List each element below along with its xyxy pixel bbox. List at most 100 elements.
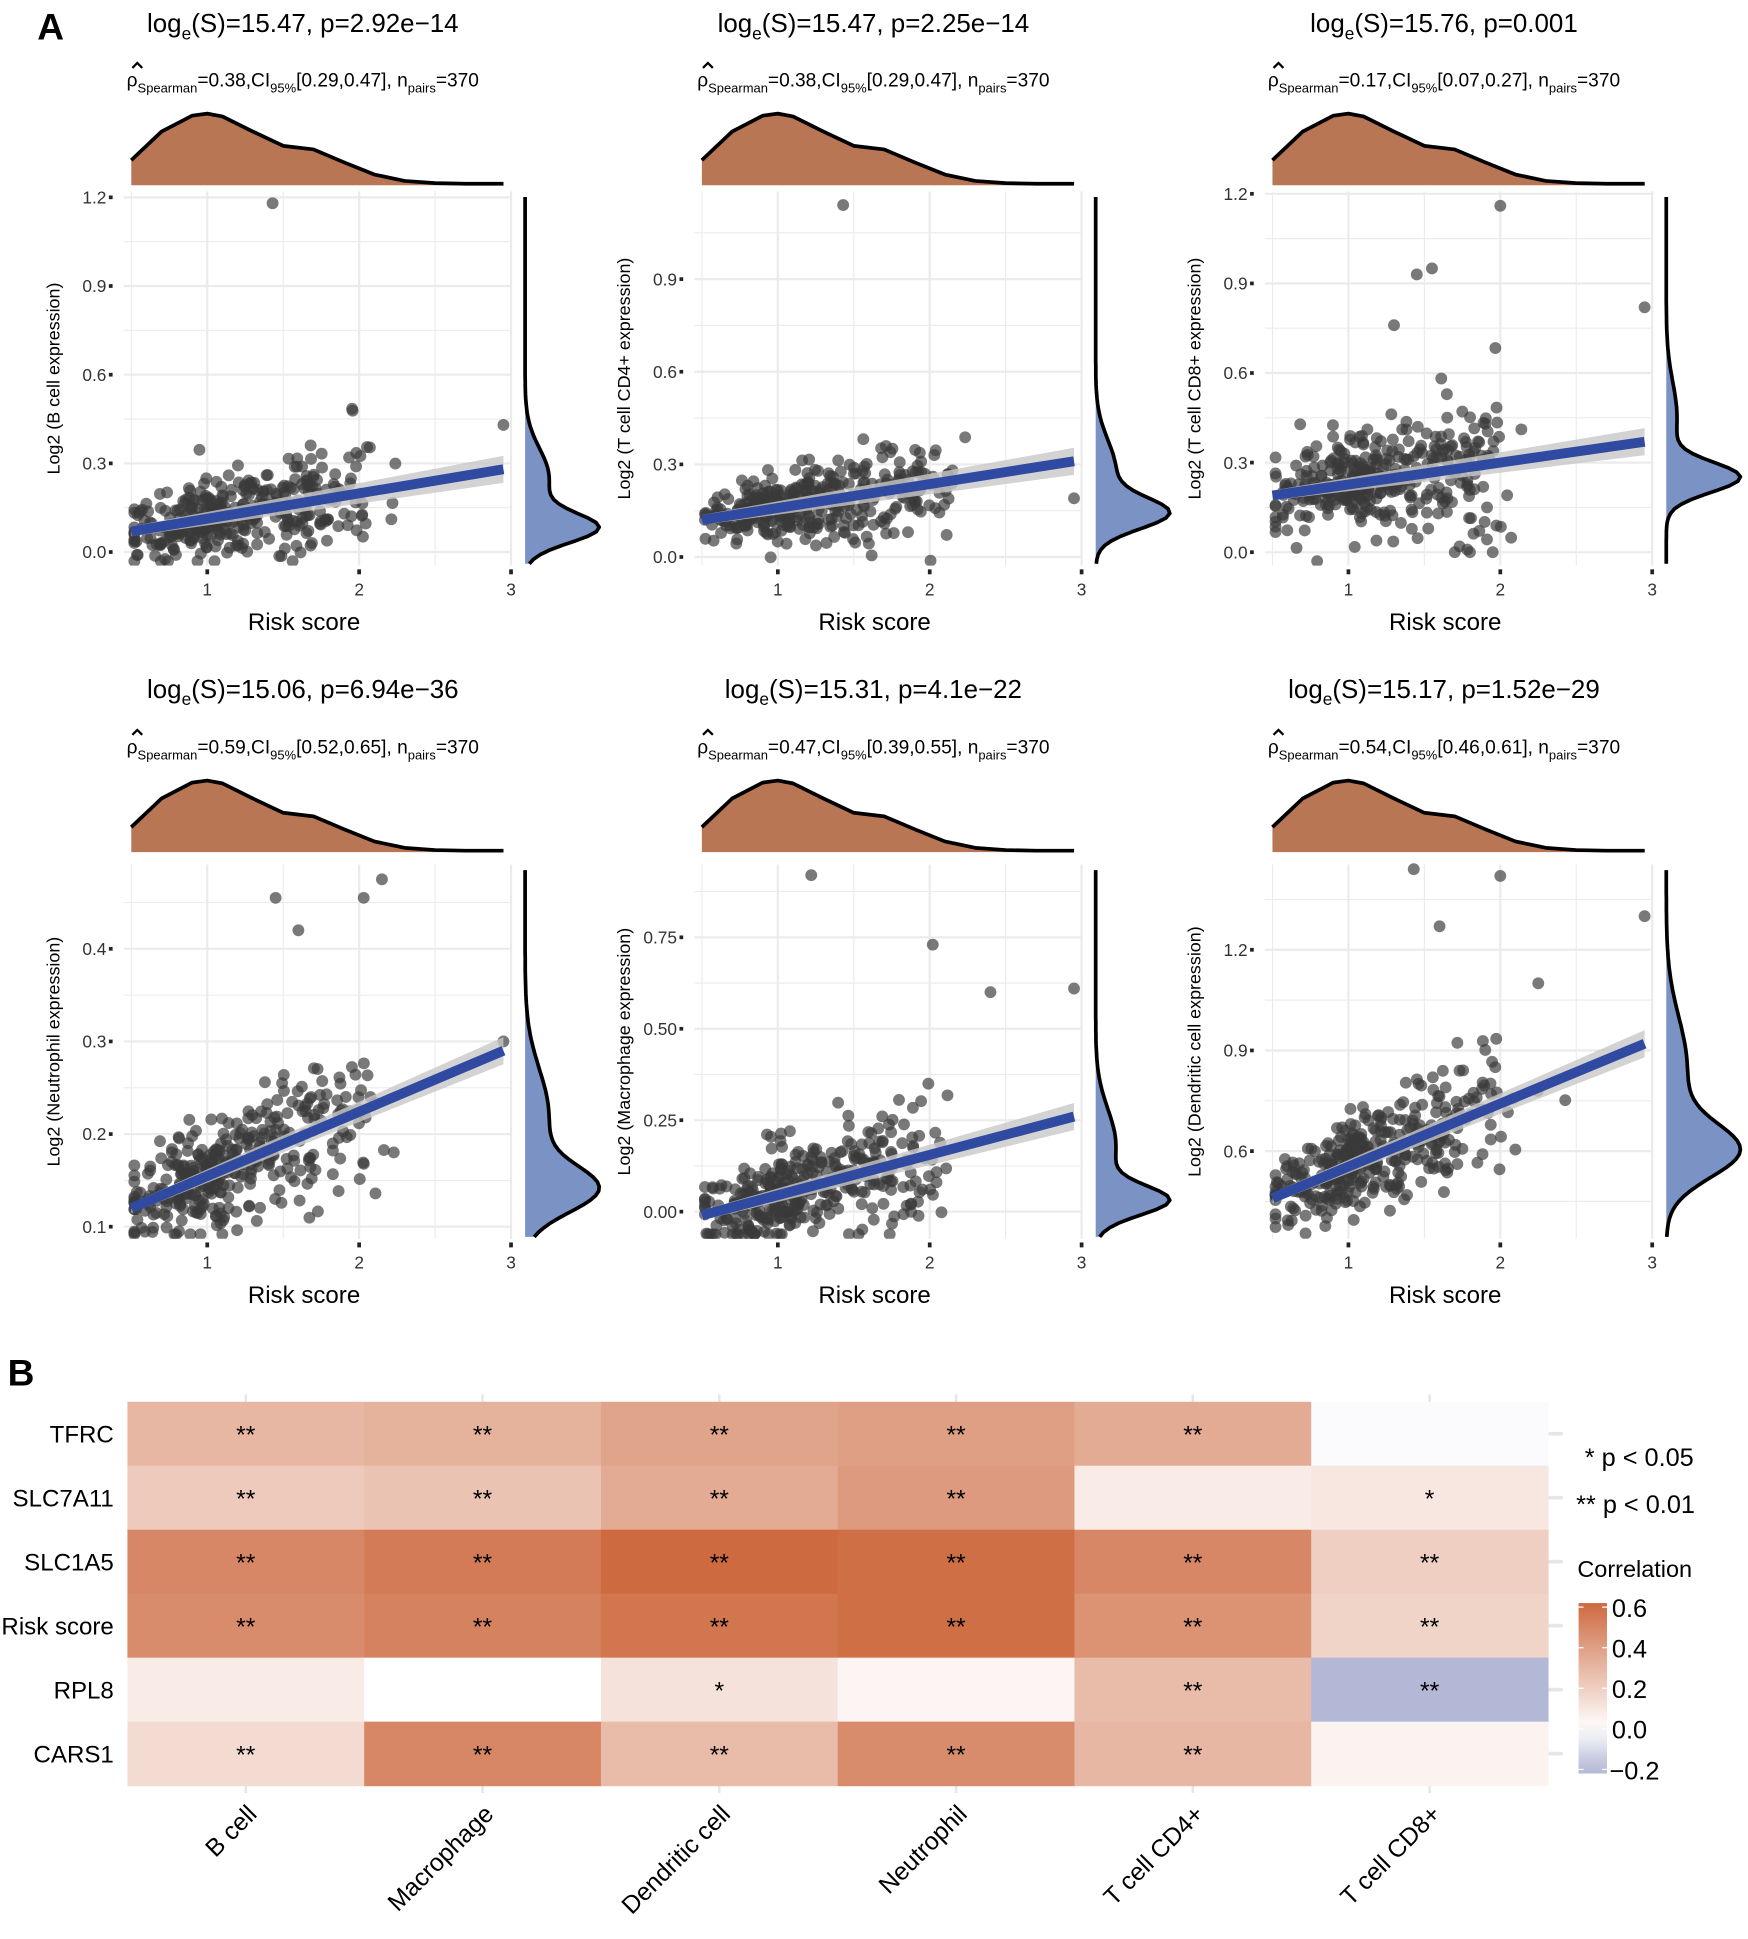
significance-mark: **	[473, 1487, 493, 1514]
data-point	[909, 1175, 922, 1188]
heatmap-cell	[364, 1465, 602, 1531]
data-point	[832, 1202, 845, 1215]
y-tick-label: 0.9	[1224, 274, 1248, 294]
data-point	[780, 537, 793, 550]
data-point	[832, 1096, 845, 1109]
data-point	[877, 1197, 890, 1210]
top-density-fill	[1272, 113, 1645, 186]
y-tick	[1250, 947, 1254, 952]
data-point	[1476, 1035, 1489, 1048]
data-point	[1450, 1095, 1463, 1108]
tspan: [0.07,0.27], n	[1437, 70, 1549, 91]
data-point	[222, 1117, 235, 1130]
y-axis-title: Log2 (Neutrophil expression)	[43, 937, 63, 1167]
data-point	[801, 477, 814, 490]
data-point	[343, 451, 356, 464]
panel-title: loge(S)=15.31, p=4.1e−22	[725, 676, 1022, 709]
data-point	[810, 1143, 823, 1156]
data-point	[274, 1165, 287, 1178]
y-tick	[108, 946, 113, 951]
data-point	[842, 1109, 855, 1122]
data-point	[783, 1218, 796, 1231]
data-point	[850, 1152, 863, 1165]
data-point	[1401, 1189, 1413, 1201]
y-tick	[679, 1118, 684, 1123]
y-tick	[679, 1026, 684, 1031]
top-density-curve	[129, 111, 504, 186]
data-point	[1322, 508, 1334, 521]
right-density-fill	[1095, 196, 1170, 564]
heatmap-cell	[364, 1721, 602, 1787]
data-point	[886, 1217, 898, 1230]
data-point	[1316, 1200, 1328, 1212]
data-point	[856, 1223, 869, 1236]
data-point	[353, 1173, 366, 1186]
data-point	[1451, 1036, 1464, 1049]
data-point	[161, 486, 174, 499]
tspan: =370	[1006, 70, 1049, 91]
data-point	[296, 512, 309, 525]
data-point	[1439, 1157, 1452, 1170]
tspan: =370	[436, 70, 479, 91]
data-point	[798, 1169, 811, 1182]
data-point	[333, 1071, 346, 1084]
tspan: Spearman	[138, 81, 198, 96]
significance-mark: **	[473, 1551, 493, 1578]
data-point	[222, 469, 235, 482]
tspan: 95%	[270, 81, 296, 96]
data-point	[883, 1118, 895, 1131]
heatmap-cell	[600, 1529, 839, 1595]
data-point	[832, 454, 845, 467]
row-label: Risk score	[1, 1613, 113, 1640]
significance-mark: **	[946, 1743, 966, 1770]
top-density-fill	[131, 113, 504, 186]
x-tick	[1498, 569, 1503, 575]
x-tick	[205, 569, 210, 575]
data-point	[1426, 1071, 1439, 1084]
heatmap-cell	[1311, 1593, 1549, 1659]
data-point	[856, 516, 869, 528]
significance-mark: **	[473, 1743, 493, 1770]
data-point	[387, 1146, 400, 1159]
y-tick-label: 0.9	[653, 269, 677, 289]
tspan: pairs	[1549, 748, 1578, 763]
data-point	[198, 477, 211, 490]
data-point	[885, 1145, 897, 1158]
heatmap-cell	[1311, 1657, 1549, 1723]
x-tick-label: 2	[354, 579, 364, 599]
data-point	[940, 529, 953, 541]
significance-mark: **	[473, 1423, 493, 1450]
significance-mark: **	[710, 1615, 730, 1642]
y-tick	[679, 935, 684, 940]
right-density-fill	[1666, 196, 1741, 564]
x-tick-label: 3	[1647, 1252, 1657, 1272]
tspan: =370	[1006, 737, 1049, 758]
data-point	[1426, 1157, 1439, 1169]
x-axis-title: Risk score	[248, 609, 360, 636]
x-tick-label: 2	[1495, 1252, 1505, 1272]
data-point	[1456, 405, 1469, 418]
data-point	[783, 1125, 796, 1138]
significance-mark: **	[710, 1551, 730, 1578]
significance-mark: **	[946, 1615, 966, 1642]
data-point	[385, 513, 398, 526]
data-point	[301, 475, 314, 488]
row-label: SLC7A11	[13, 1485, 114, 1512]
data-point	[1369, 1163, 1382, 1176]
tspan: 95%	[1411, 748, 1437, 763]
fit-line	[130, 464, 505, 537]
data-point	[251, 538, 264, 551]
data-point	[194, 1228, 207, 1239]
data-point	[857, 433, 870, 446]
data-point	[1281, 524, 1294, 537]
data-point	[1509, 1143, 1522, 1156]
tspan: 95%	[1411, 81, 1437, 96]
data-point	[377, 1144, 390, 1156]
data-point	[803, 453, 816, 466]
data-point	[1400, 415, 1413, 428]
tspan: e	[752, 24, 762, 44]
data-point	[159, 553, 171, 565]
data-point	[334, 1152, 347, 1165]
scatter-panel: loge(S)=15.47, p=2.92e−14 ρSpearman=0.38,…	[43, 10, 602, 636]
data-point	[1481, 533, 1493, 546]
